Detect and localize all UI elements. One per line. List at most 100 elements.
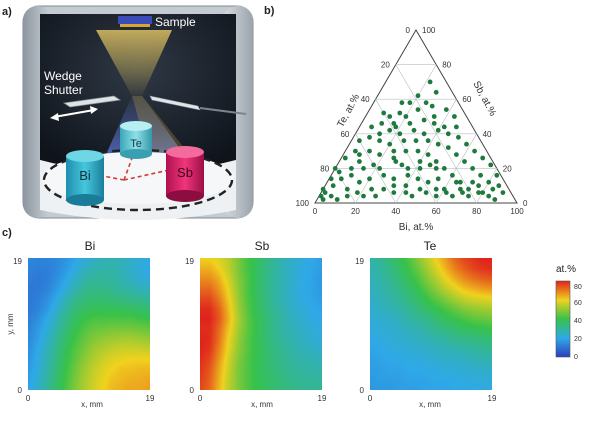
ternary-data-point [349, 172, 354, 178]
ternary-data-point [403, 114, 409, 119]
ternary-data-point [423, 190, 429, 196]
heatmap-sb-x-axis-label: x, mm [251, 400, 273, 409]
heatmap-te-title: Te [424, 239, 437, 253]
ternary-data-point [472, 148, 477, 154]
ternary-data-point [433, 166, 439, 171]
ternary-data-point [464, 141, 469, 147]
ternary-data-point [387, 114, 393, 119]
ternary-data-point [415, 107, 421, 112]
ternary-data-point [431, 114, 437, 119]
ternary-data-point [425, 179, 431, 185]
ternary-data-point [433, 186, 439, 192]
heatmap-y-max-tick: 19 [13, 257, 22, 266]
ternary-data-point [377, 152, 382, 158]
ternary-points [318, 79, 506, 202]
ternary-right-axis-label: Sb, at.% [470, 80, 498, 119]
ternary-sb-tick: 20 [503, 164, 512, 173]
ternary-sb-tick: 80 [442, 61, 451, 70]
ternary-data-point [470, 179, 475, 185]
ternary-data-point [415, 148, 421, 154]
ternary-data-point [417, 166, 423, 171]
ternary-te-tick: 0 [406, 26, 411, 35]
ternary-data-point [450, 172, 455, 178]
ternary-data-point [441, 186, 447, 192]
ternary-data-point [478, 172, 483, 178]
ternary-data-point [433, 89, 439, 95]
ternary-data-point [480, 155, 486, 161]
ternary-data-point [486, 193, 492, 199]
ternary-data-point [381, 186, 387, 192]
ternary-data-point [441, 124, 447, 130]
ternary-data-point [466, 186, 471, 192]
ternary-data-point [409, 193, 415, 199]
ternary-data-point [353, 148, 358, 154]
ternary-data-point [357, 152, 362, 158]
ternary-data-point [433, 159, 439, 164]
ternary-data-point [349, 166, 354, 171]
ternary-te-tick: 100 [296, 199, 310, 208]
ternary-data-point [411, 127, 417, 133]
ternary-data-point [399, 162, 405, 168]
ternary-data-point [344, 193, 350, 199]
panel-c-label: c) [2, 227, 12, 239]
ternary-data-point [421, 131, 427, 137]
ternary-data-point [355, 190, 360, 196]
ternary-data-point [367, 148, 372, 154]
ternary-data-point [435, 176, 441, 182]
ternary-data-point [403, 183, 409, 189]
heatmap-sb-y-max-tick: 19 [185, 257, 194, 266]
ternary-data-point [443, 107, 449, 112]
ternary-data-point [496, 183, 502, 189]
ternary-data-point [454, 124, 459, 130]
ternary-data-point [379, 121, 385, 126]
ternary-data-point [441, 166, 447, 171]
ternary-grid [314, 29, 518, 204]
ternary-data-point [425, 152, 431, 158]
ternary-data-point [405, 166, 411, 171]
ternary-data-point [454, 179, 459, 185]
ternary-data-point [381, 172, 387, 178]
ternary-data-point [361, 193, 366, 199]
ternary-data-point [488, 162, 494, 168]
ternary-data-point [429, 103, 435, 109]
ternary-data-point [391, 155, 397, 161]
sample-label: Sample [155, 15, 196, 29]
ternary-bi-tick: 40 [391, 207, 400, 216]
ternary-sb-tick: 0 [523, 199, 528, 208]
ternary-data-point [357, 138, 362, 144]
ternary-data-point [462, 159, 467, 164]
ternary-data-point [391, 190, 397, 196]
ternary-data-point [373, 193, 378, 199]
ternary-data-point [377, 138, 382, 144]
ternary-data-point [330, 183, 336, 189]
ternary-left-axis-label: Te, at.% [335, 92, 362, 129]
ternary-data-point [403, 190, 409, 196]
heatmap-bi-x-max-tick: 19 [146, 394, 155, 403]
ternary-data-point [322, 190, 328, 196]
ternary-sb-tick: 40 [483, 130, 492, 139]
ternary-data-point [407, 121, 413, 126]
heatmap-te-y-min-tick: 0 [360, 386, 365, 395]
ternary-data-point [466, 193, 471, 199]
ternary-data-point [369, 124, 374, 130]
ternary-data-point [401, 138, 407, 144]
ternary-data-point [480, 190, 486, 196]
heatmap-sb [200, 258, 322, 390]
ternary-data-point [357, 179, 362, 185]
ternary-data-point [397, 131, 403, 137]
target-sb-label: Sb [177, 165, 193, 180]
ternary-data-point [367, 134, 372, 140]
target-sb: Sb [166, 146, 204, 202]
ternary-data-point [387, 141, 393, 147]
ternary-data-point [425, 138, 431, 144]
ternary-data-point [500, 190, 506, 196]
ternary-data-point [458, 186, 463, 192]
colorbar-tick-60: 60 [574, 300, 582, 307]
ternary-data-point [476, 190, 481, 196]
ternary-data-point [328, 193, 334, 199]
ternary-bi-tick: 80 [472, 207, 481, 216]
heatmap-sb-title: Sb [255, 239, 270, 253]
ternary-data-point [435, 127, 441, 133]
